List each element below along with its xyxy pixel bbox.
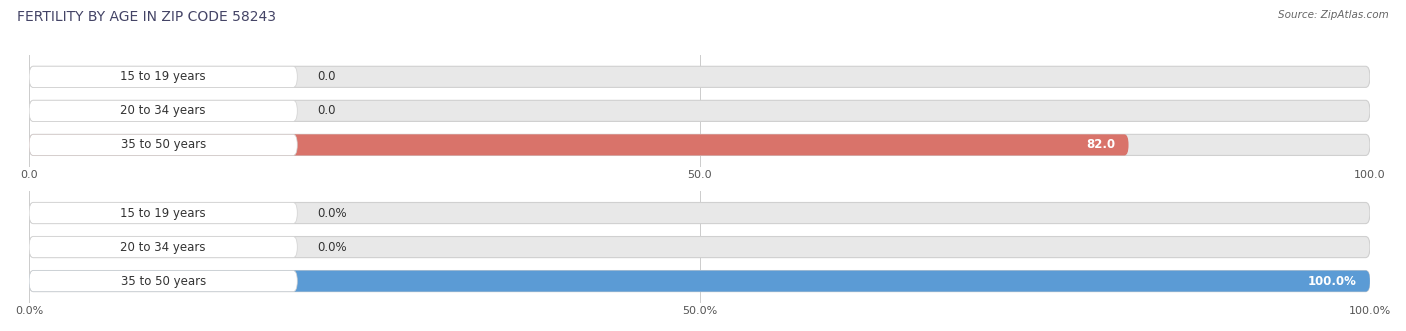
FancyBboxPatch shape	[30, 270, 1369, 292]
FancyBboxPatch shape	[30, 270, 1369, 292]
Text: 20 to 34 years: 20 to 34 years	[121, 104, 205, 118]
Text: 82.0: 82.0	[1085, 138, 1115, 151]
FancyBboxPatch shape	[30, 203, 297, 223]
FancyBboxPatch shape	[30, 134, 297, 156]
Text: 0.0: 0.0	[318, 71, 336, 83]
FancyBboxPatch shape	[30, 134, 1369, 156]
FancyBboxPatch shape	[30, 66, 297, 87]
Text: Source: ZipAtlas.com: Source: ZipAtlas.com	[1278, 10, 1389, 20]
Text: 0.0: 0.0	[318, 104, 336, 118]
FancyBboxPatch shape	[30, 134, 1129, 156]
Text: 15 to 19 years: 15 to 19 years	[121, 71, 207, 83]
FancyBboxPatch shape	[30, 66, 1369, 87]
FancyBboxPatch shape	[30, 100, 297, 121]
Text: 0.0%: 0.0%	[318, 207, 347, 219]
FancyBboxPatch shape	[30, 237, 297, 258]
Text: 20 to 34 years: 20 to 34 years	[121, 241, 205, 254]
FancyBboxPatch shape	[30, 237, 1369, 258]
FancyBboxPatch shape	[30, 100, 1369, 121]
Text: 100.0%: 100.0%	[1308, 275, 1357, 288]
FancyBboxPatch shape	[30, 270, 297, 292]
FancyBboxPatch shape	[30, 203, 1369, 223]
Text: 35 to 50 years: 35 to 50 years	[121, 275, 205, 288]
Text: 0.0%: 0.0%	[318, 241, 347, 254]
Text: 15 to 19 years: 15 to 19 years	[121, 207, 207, 219]
Text: 35 to 50 years: 35 to 50 years	[121, 138, 205, 151]
Text: FERTILITY BY AGE IN ZIP CODE 58243: FERTILITY BY AGE IN ZIP CODE 58243	[17, 10, 276, 24]
